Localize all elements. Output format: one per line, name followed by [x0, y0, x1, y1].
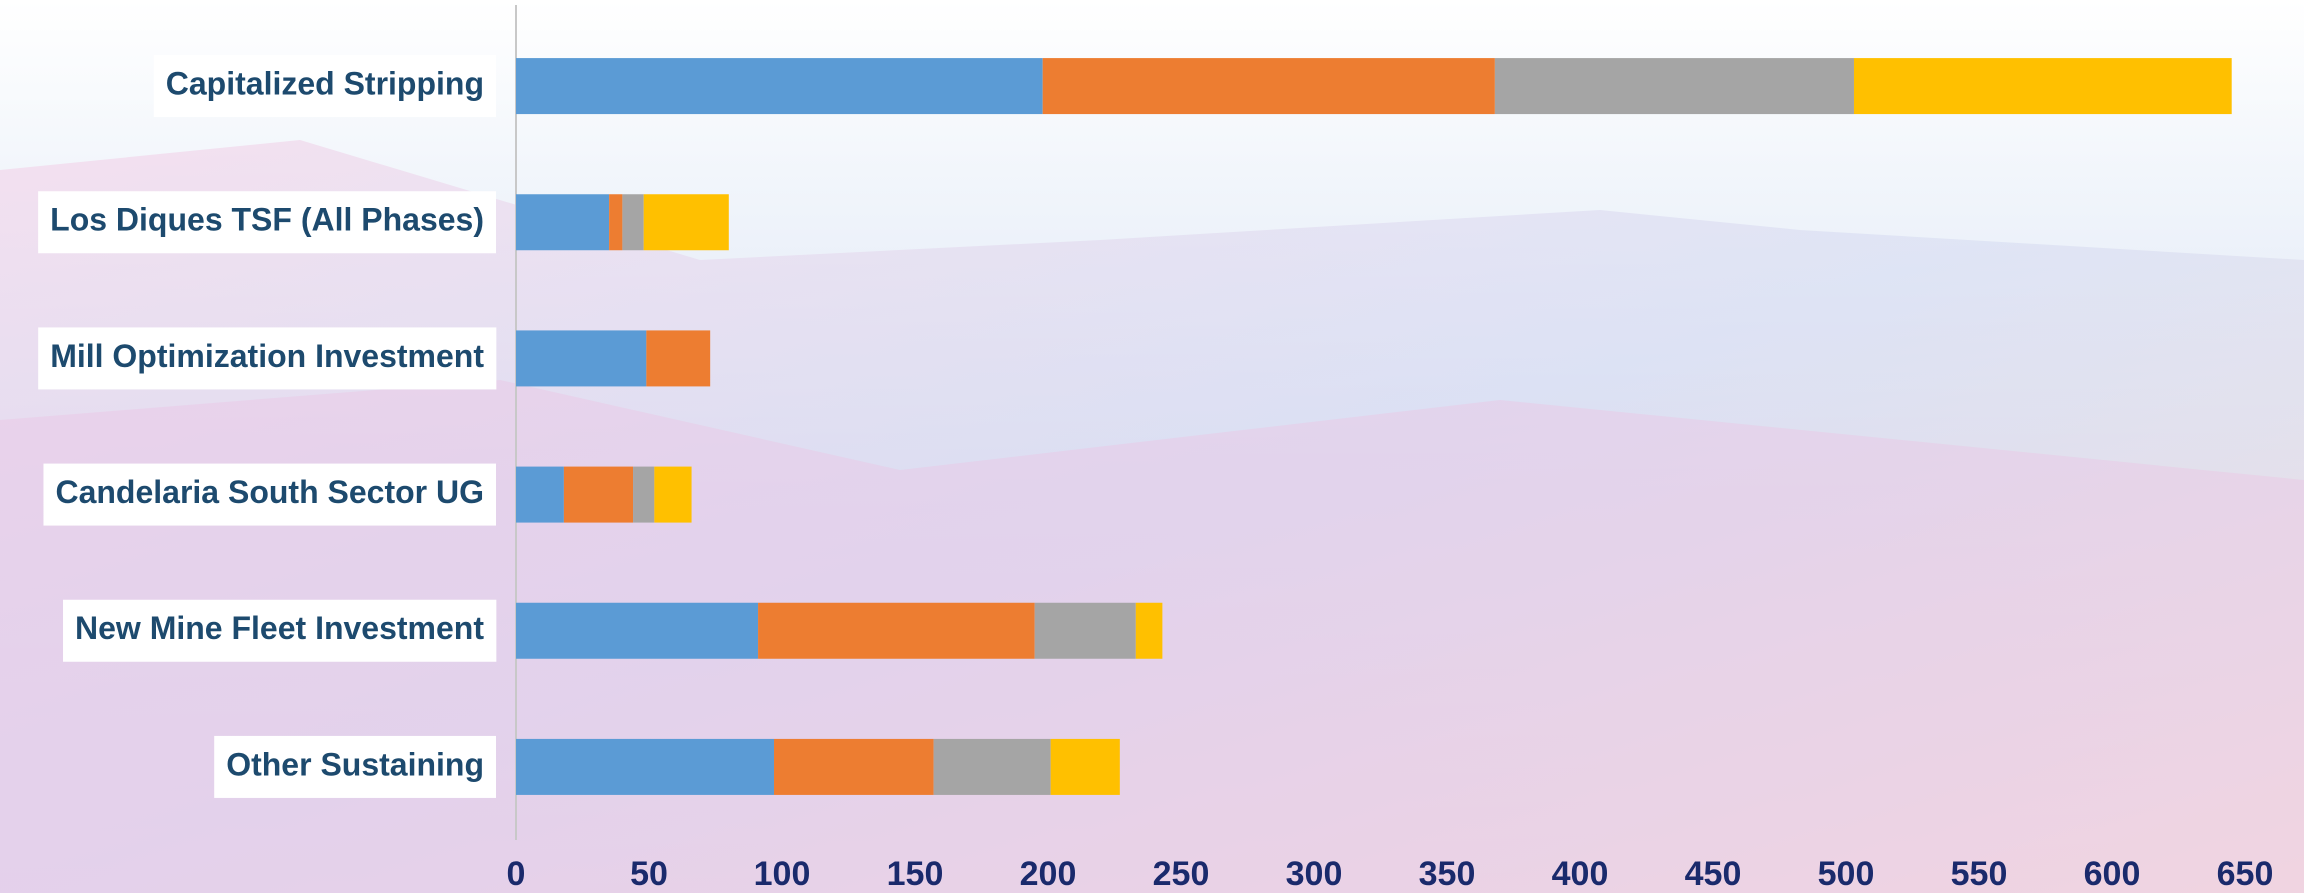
bar-segment: [516, 194, 610, 251]
x-tick-label: 100: [754, 855, 811, 893]
x-tick-label: 50: [630, 855, 668, 893]
category-label: New Mine Fleet Investment: [75, 610, 484, 646]
bar-segment: [516, 466, 564, 523]
label-background: [38, 327, 497, 390]
bar-segment: [609, 194, 623, 251]
bar-segment: [516, 58, 1043, 115]
bar-segment: [643, 194, 729, 251]
x-tick-label: 0: [507, 855, 526, 893]
category-label: Other Sustaining: [226, 746, 484, 782]
bar-segment: [1135, 602, 1163, 659]
x-tick-label: 200: [1020, 855, 1077, 893]
label-background: [43, 463, 496, 526]
category-label: Los Diques TSF (All Phases): [50, 202, 484, 238]
bar-segment: [654, 466, 692, 523]
bar-segment: [516, 738, 775, 795]
bar-segment: [1034, 602, 1136, 659]
label-background: [63, 599, 497, 662]
category-label: Mill Optimization Investment: [50, 338, 484, 374]
x-tick-label: 350: [1419, 855, 1476, 893]
bar-segment: [516, 330, 647, 387]
bar-segment: [1494, 58, 1854, 115]
x-tick-label: 650: [2217, 855, 2274, 893]
category-label: Capitalized Stripping: [166, 66, 484, 102]
background-mountains: [0, 140, 2304, 893]
bar-segment: [646, 330, 711, 387]
x-tick-label: 600: [2084, 855, 2141, 893]
category-label: Candelaria South Sector UG: [55, 474, 484, 510]
x-tick-label: 250: [1153, 855, 1210, 893]
bar-segment: [563, 466, 634, 523]
label-background: [214, 735, 496, 798]
bar-segment: [774, 738, 934, 795]
bar-segment: [1050, 738, 1120, 795]
x-tick-label: 150: [887, 855, 944, 893]
x-tick-label: 400: [1552, 855, 1609, 893]
bar-segment: [633, 466, 655, 523]
bar-segment: [1042, 58, 1495, 115]
bar-segment: [933, 738, 1051, 795]
bar-segment: [622, 194, 644, 251]
label-background: [38, 191, 496, 254]
bar-segment: [1853, 58, 2232, 115]
x-tick-label: 450: [1685, 855, 1742, 893]
x-tick-label: 550: [1951, 855, 2008, 893]
bar-segment: [758, 602, 1035, 659]
bar-segment: [516, 602, 759, 659]
label-background: [153, 55, 496, 118]
x-tick-label: 300: [1286, 855, 1343, 893]
x-tick-label: 500: [1818, 855, 1875, 893]
